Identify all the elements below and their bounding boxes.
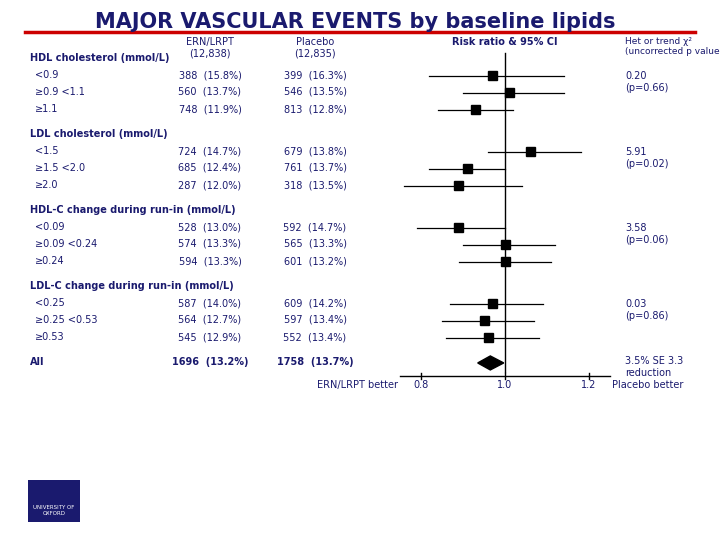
Bar (488, 300, 497, 308)
Text: 592  (14.7%): 592 (14.7%) (284, 222, 346, 232)
Text: <0.09: <0.09 (35, 222, 65, 232)
Text: HDL cholesterol (mmol/L): HDL cholesterol (mmol/L) (30, 53, 169, 63)
Text: 5.91
(p=0.02): 5.91 (p=0.02) (625, 147, 668, 169)
Bar (500, 240, 510, 249)
Text: <0.25: <0.25 (35, 298, 65, 308)
Text: 399  (16.3%): 399 (16.3%) (284, 70, 346, 80)
Text: All: All (30, 357, 45, 367)
Text: 545  (12.9%): 545 (12.9%) (179, 332, 242, 342)
Bar (454, 224, 463, 232)
Text: 528  (13.0%): 528 (13.0%) (179, 222, 241, 232)
Text: 1696  (13.2%): 1696 (13.2%) (172, 357, 248, 367)
Text: Placebo
(12,835): Placebo (12,835) (294, 37, 336, 59)
Text: ≥0.53: ≥0.53 (35, 332, 65, 342)
Text: ≥2.0: ≥2.0 (35, 180, 58, 190)
Text: 1.0: 1.0 (498, 380, 513, 390)
Text: 574  (13.3%): 574 (13.3%) (179, 239, 241, 249)
Bar (28, 480, 80, 522)
Text: 0.8: 0.8 (413, 380, 428, 390)
Text: 761  (13.7%): 761 (13.7%) (284, 163, 346, 173)
Text: 3.58
(p=0.06): 3.58 (p=0.06) (625, 224, 668, 245)
Text: Risk ratio & 95% CI: Risk ratio & 95% CI (452, 37, 558, 47)
Text: ≥1.1: ≥1.1 (35, 104, 58, 114)
Text: 318  (13.5%): 318 (13.5%) (284, 180, 346, 190)
Bar (471, 105, 480, 114)
Text: ≥1.5 <2.0: ≥1.5 <2.0 (35, 163, 85, 173)
Text: 587  (14.0%): 587 (14.0%) (179, 298, 241, 308)
Bar (454, 181, 463, 191)
Text: ERN/LRPT better: ERN/LRPT better (317, 380, 398, 390)
Text: <0.9: <0.9 (35, 70, 58, 80)
Text: 560  (13.7%): 560 (13.7%) (179, 87, 241, 97)
Text: ERN/LRPT
(12,838): ERN/LRPT (12,838) (186, 37, 234, 59)
Text: 388  (15.8%): 388 (15.8%) (179, 70, 241, 80)
Text: 287  (12.0%): 287 (12.0%) (179, 180, 242, 190)
Text: 748  (11.9%): 748 (11.9%) (179, 104, 241, 114)
Text: 552  (13.4%): 552 (13.4%) (284, 332, 346, 342)
Text: 594  (13.3%): 594 (13.3%) (179, 256, 241, 266)
Bar (488, 71, 497, 80)
Text: <1.5: <1.5 (35, 146, 58, 156)
Text: 0.20
(p=0.66): 0.20 (p=0.66) (625, 71, 668, 93)
Bar (500, 258, 510, 266)
Text: ≥0.09 <0.24: ≥0.09 <0.24 (35, 239, 97, 249)
Text: LDL-C change during run-in (mmol/L): LDL-C change during run-in (mmol/L) (30, 281, 234, 291)
Text: 601  (13.2%): 601 (13.2%) (284, 256, 346, 266)
Text: Het or trend χ²
(uncorrected p value): Het or trend χ² (uncorrected p value) (625, 37, 720, 56)
Text: 609  (14.2%): 609 (14.2%) (284, 298, 346, 308)
Text: HDL-C change during run-in (mmol/L): HDL-C change during run-in (mmol/L) (30, 205, 235, 215)
Bar (505, 89, 513, 97)
Text: ≥0.25 <0.53: ≥0.25 <0.53 (35, 315, 97, 325)
Text: 565  (13.3%): 565 (13.3%) (284, 239, 346, 249)
Text: 679  (13.8%): 679 (13.8%) (284, 146, 346, 156)
Text: ≥0.9 <1.1: ≥0.9 <1.1 (35, 87, 85, 97)
Bar (484, 333, 492, 342)
Text: 597  (13.4%): 597 (13.4%) (284, 315, 346, 325)
Text: 546  (13.5%): 546 (13.5%) (284, 87, 346, 97)
Text: 724  (14.7%): 724 (14.7%) (179, 146, 242, 156)
Text: 0.03
(p=0.86): 0.03 (p=0.86) (625, 300, 668, 321)
Bar (526, 147, 535, 157)
Text: UNIVERSITY OF
OXFORD: UNIVERSITY OF OXFORD (33, 505, 75, 516)
Text: 685  (12.4%): 685 (12.4%) (179, 163, 241, 173)
Text: 813  (12.8%): 813 (12.8%) (284, 104, 346, 114)
Text: 564  (12.7%): 564 (12.7%) (179, 315, 242, 325)
Text: Placebo better: Placebo better (612, 380, 683, 390)
Bar (480, 316, 488, 326)
Text: MAJOR VASCULAR EVENTS by baseline lipids: MAJOR VASCULAR EVENTS by baseline lipids (95, 12, 616, 32)
Polygon shape (477, 356, 504, 370)
Bar (463, 165, 472, 173)
Text: 1758  (13.7%): 1758 (13.7%) (276, 357, 354, 367)
Text: 3.5% SE 3.3
reduction: 3.5% SE 3.3 reduction (625, 356, 683, 377)
Text: ≥0.24: ≥0.24 (35, 256, 65, 266)
Text: LDL cholesterol (mmol/L): LDL cholesterol (mmol/L) (30, 129, 168, 139)
Text: 1.2: 1.2 (581, 380, 597, 390)
